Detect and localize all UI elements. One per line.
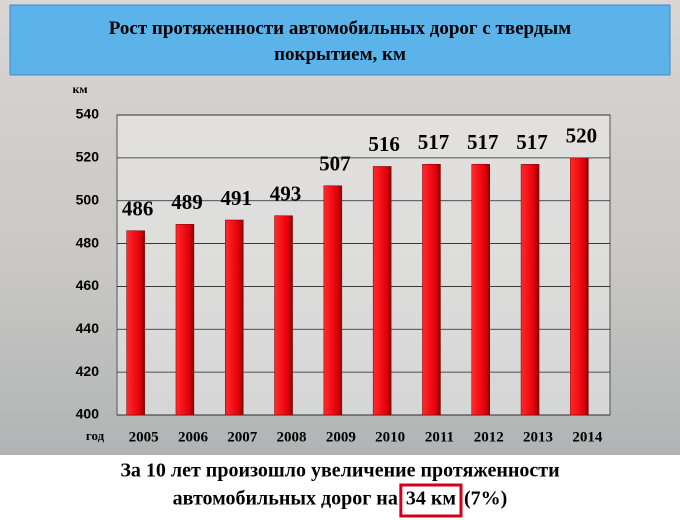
bar: [422, 164, 441, 416]
bar: [175, 224, 195, 416]
footer-text: (7%): [464, 488, 507, 510]
y-tick-label: 500: [76, 191, 100, 207]
data-label: 507: [319, 152, 351, 176]
bar: [570, 157, 589, 416]
y-tick-label: 400: [76, 406, 100, 422]
data-label: 517: [467, 130, 499, 154]
x-tick-label: 2014: [572, 429, 603, 445]
bar: [323, 185, 343, 416]
y-tick-label: 540: [76, 106, 100, 122]
x-tick-label: 2006: [178, 429, 209, 445]
y-tick-label: 440: [76, 320, 100, 336]
x-tick-label: 2005: [129, 429, 159, 445]
chart-title: Рост протяженности автомобильных дорог с…: [109, 18, 572, 65]
x-tick-label: 2012: [474, 429, 504, 445]
data-label: 520: [566, 124, 598, 148]
data-label: 489: [171, 190, 203, 214]
bar: [372, 166, 392, 416]
bar: [471, 164, 490, 416]
footer-text: За 10 лет произошло увеличение протяженн…: [120, 460, 559, 482]
data-label: 516: [368, 132, 400, 156]
data-label: 517: [418, 130, 450, 154]
data-label: 493: [270, 182, 302, 206]
y-tick-label: 520: [76, 149, 100, 165]
y-tick-label: 460: [76, 277, 100, 293]
title-box: [9, 4, 671, 76]
highlight-box: [399, 483, 463, 518]
x-axis-label: год: [86, 428, 105, 443]
bar: [520, 164, 540, 416]
footer-box: [0, 455, 680, 520]
bar: [126, 230, 145, 416]
x-tick-label: 2010: [375, 429, 405, 445]
bar: [225, 219, 244, 416]
x-tick-label: 2009: [326, 429, 356, 445]
y-axis-label: км: [72, 82, 87, 96]
bar: [274, 215, 293, 416]
footer-text: автомобильных дорог на: [173, 488, 398, 510]
data-label: 491: [221, 186, 253, 210]
data-label: 517: [516, 130, 548, 154]
x-tick-label: 2007: [227, 429, 258, 445]
x-tick-label: 2013: [523, 429, 553, 445]
y-tick-label: 480: [76, 234, 100, 250]
y-tick-label: 420: [76, 363, 100, 379]
data-label: 486: [122, 197, 154, 221]
footer-highlight: 34 км: [406, 488, 456, 510]
x-tick-label: 2011: [425, 429, 454, 445]
x-tick-label: 2008: [277, 429, 307, 445]
